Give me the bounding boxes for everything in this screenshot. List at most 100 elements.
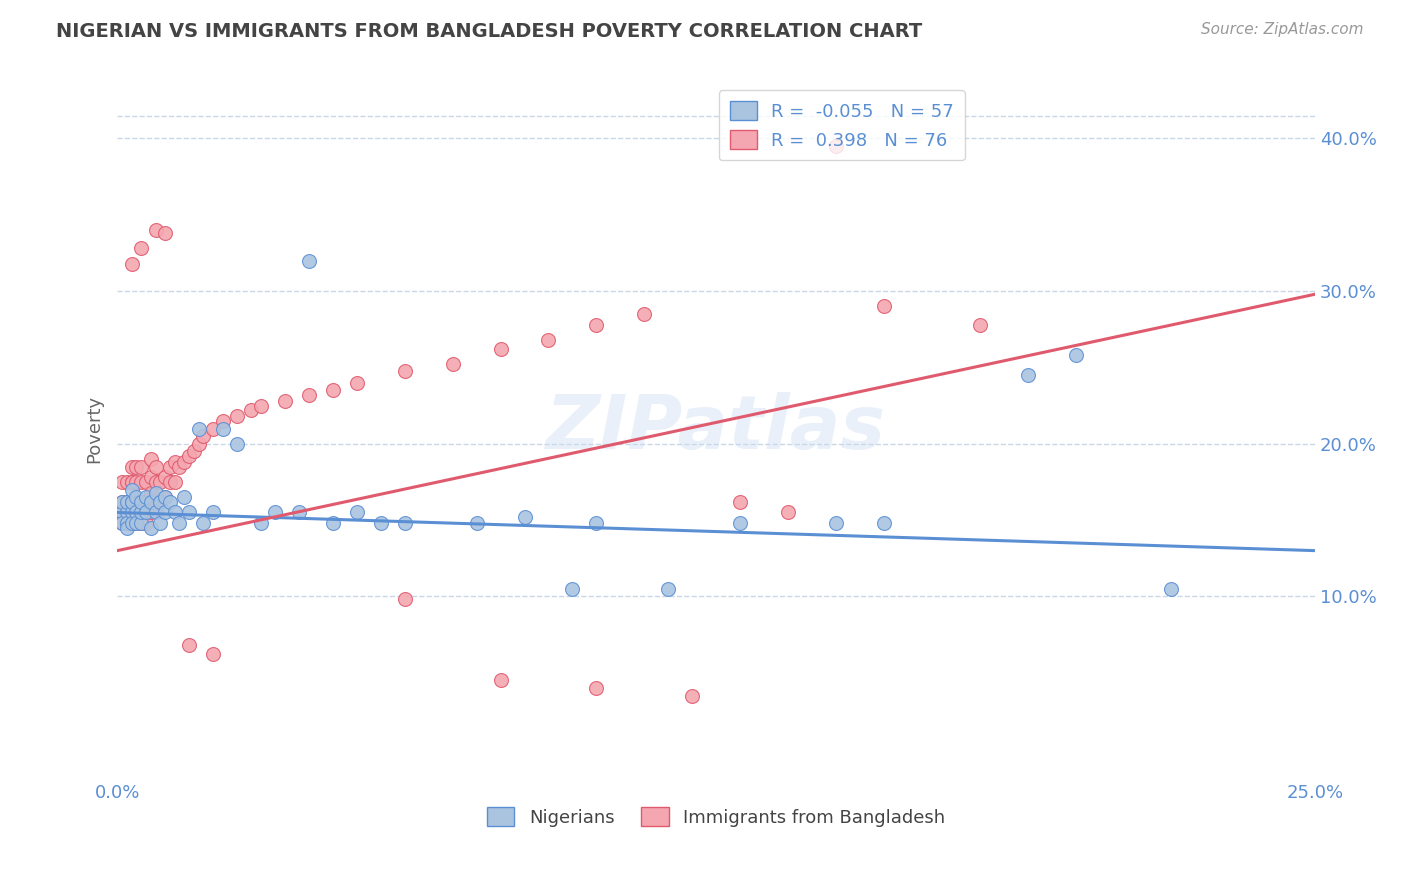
Point	[226, 437, 249, 451]
Point	[159, 475, 181, 489]
Point	[129, 495, 152, 509]
Point	[129, 241, 152, 255]
Point	[394, 363, 416, 377]
Point	[370, 516, 392, 531]
Point	[873, 300, 896, 314]
Point	[489, 673, 512, 688]
Point	[149, 495, 172, 509]
Point	[115, 516, 138, 531]
Point	[394, 516, 416, 531]
Point	[240, 403, 263, 417]
Point	[728, 516, 751, 531]
Point	[121, 475, 143, 489]
Point	[177, 506, 200, 520]
Point	[125, 475, 148, 489]
Point	[1064, 348, 1087, 362]
Point	[139, 521, 162, 535]
Point	[585, 318, 607, 332]
Point	[115, 506, 138, 520]
Point	[111, 506, 134, 520]
Point	[121, 483, 143, 497]
Point	[681, 689, 703, 703]
Point	[250, 399, 273, 413]
Point	[159, 495, 181, 509]
Point	[139, 495, 162, 509]
Point	[135, 506, 157, 520]
Point	[264, 506, 287, 520]
Point	[169, 516, 191, 531]
Point	[183, 444, 205, 458]
Point	[825, 516, 848, 531]
Point	[115, 495, 138, 509]
Point	[202, 648, 225, 662]
Point	[153, 490, 176, 504]
Point	[111, 516, 134, 531]
Point	[153, 470, 176, 484]
Point	[288, 506, 311, 520]
Point	[489, 342, 512, 356]
Point	[825, 139, 848, 153]
Point	[121, 516, 143, 531]
Text: NIGERIAN VS IMMIGRANTS FROM BANGLADESH POVERTY CORRELATION CHART: NIGERIAN VS IMMIGRANTS FROM BANGLADESH P…	[56, 22, 922, 41]
Point	[298, 388, 321, 402]
Point	[728, 495, 751, 509]
Point	[211, 414, 233, 428]
Point	[202, 421, 225, 435]
Point	[145, 459, 167, 474]
Point	[394, 592, 416, 607]
Text: ZIPatlas: ZIPatlas	[546, 392, 886, 465]
Point	[163, 455, 186, 469]
Point	[173, 490, 195, 504]
Point	[115, 495, 138, 509]
Point	[121, 506, 143, 520]
Point	[346, 376, 368, 390]
Point	[153, 226, 176, 240]
Point	[115, 475, 138, 489]
Point	[149, 495, 172, 509]
Point	[1160, 582, 1182, 596]
Point	[121, 459, 143, 474]
Point	[969, 318, 991, 332]
Point	[115, 516, 138, 531]
Point	[129, 475, 152, 489]
Point	[159, 459, 181, 474]
Point	[129, 516, 152, 531]
Point	[1017, 368, 1039, 383]
Point	[177, 449, 200, 463]
Point	[139, 452, 162, 467]
Point	[145, 495, 167, 509]
Point	[322, 516, 344, 531]
Point	[135, 495, 157, 509]
Point	[585, 516, 607, 531]
Text: Source: ZipAtlas.com: Source: ZipAtlas.com	[1201, 22, 1364, 37]
Point	[585, 681, 607, 695]
Point	[513, 510, 536, 524]
Point	[115, 495, 138, 509]
Point	[111, 516, 134, 531]
Point	[111, 506, 134, 520]
Point	[121, 495, 143, 509]
Point	[322, 384, 344, 398]
Point	[145, 223, 167, 237]
Point	[135, 490, 157, 504]
Point	[145, 485, 167, 500]
Point	[441, 358, 464, 372]
Point	[202, 506, 225, 520]
Point	[121, 516, 143, 531]
Point	[177, 638, 200, 652]
Point	[145, 475, 167, 489]
Point	[149, 475, 172, 489]
Point	[873, 516, 896, 531]
Point	[125, 516, 148, 531]
Point	[139, 485, 162, 500]
Point	[633, 307, 655, 321]
Point	[274, 394, 297, 409]
Point	[153, 506, 176, 520]
Point	[187, 437, 209, 451]
Point	[125, 459, 148, 474]
Point	[129, 506, 152, 520]
Point	[125, 490, 148, 504]
Point	[211, 421, 233, 435]
Point	[139, 506, 162, 520]
Point	[121, 475, 143, 489]
